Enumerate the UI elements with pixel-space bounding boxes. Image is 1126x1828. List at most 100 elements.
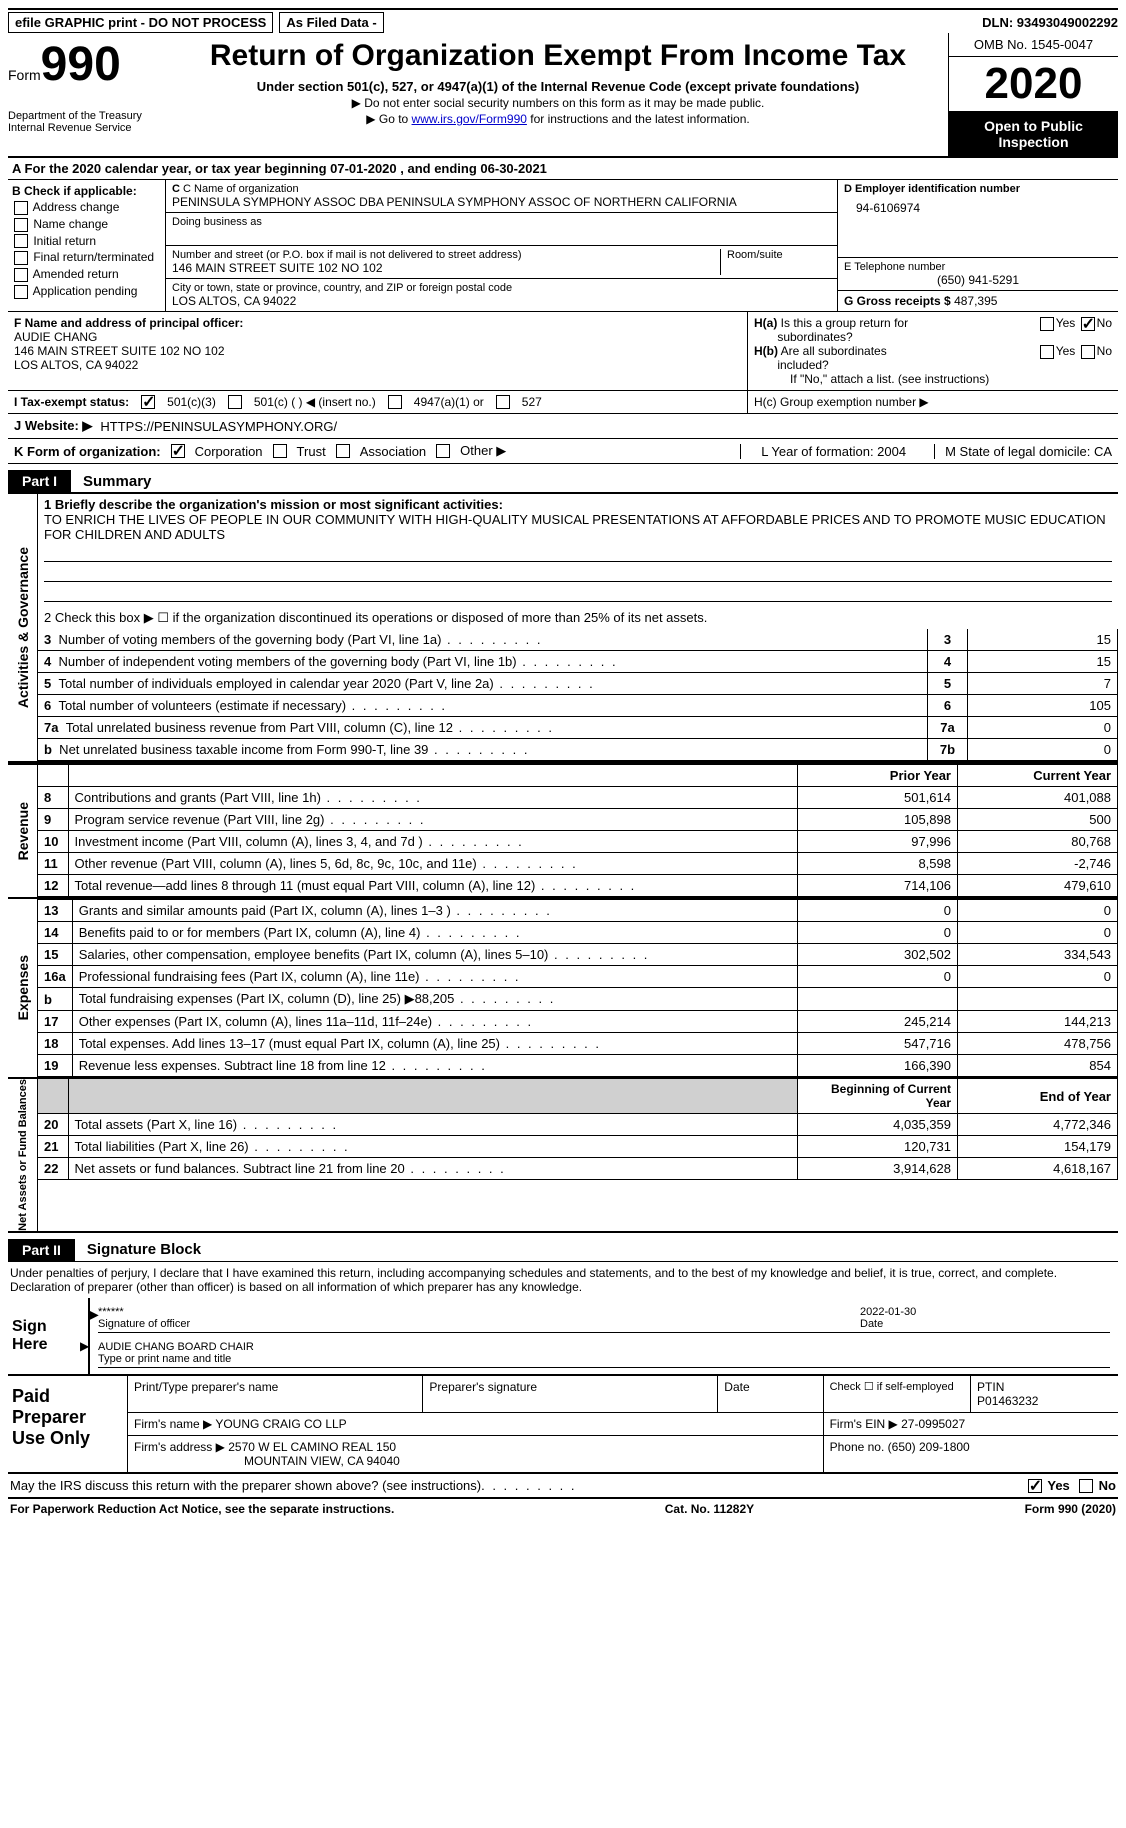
- section-bcd: B Check if applicable: Address change Na…: [8, 180, 1118, 312]
- irs-link[interactable]: www.irs.gov/Form990: [412, 112, 527, 126]
- row-i: I Tax-exempt status: 501(c)(3) 501(c) ( …: [8, 391, 1118, 414]
- officer-name: AUDIE CHANG: [14, 330, 741, 344]
- ck-other[interactable]: [436, 444, 450, 458]
- year-formation: L Year of formation: 2004: [740, 444, 926, 459]
- part-ii-title: Signature Block: [75, 1241, 201, 1258]
- sign-here-label: Sign Here: [8, 1298, 88, 1374]
- gross-receipts-cell: G Gross receipts $ 487,395: [838, 291, 1118, 311]
- revenue-block: Revenue Prior YearCurrent Year 8Contribu…: [8, 763, 1118, 897]
- sig-stars: ******: [98, 1306, 124, 1318]
- principal-officer: F Name and address of principal officer:…: [8, 312, 748, 390]
- vtab-activities: Activities & Governance: [8, 494, 38, 761]
- header-left: Form990 Department of the Treasury Inter…: [8, 33, 168, 156]
- expenses-block: Expenses 13Grants and similar amounts pa…: [8, 897, 1118, 1077]
- top-bar: efile GRAPHIC print - DO NOT PROCESS As …: [8, 8, 1118, 33]
- form-number: 990: [41, 38, 121, 91]
- city-cell: City or town, state or province, country…: [166, 279, 837, 311]
- part-i-header: Part I Summary: [8, 470, 1118, 492]
- table-row: 12Total revenue—add lines 8 through 11 (…: [38, 875, 1118, 897]
- part-ii-header: Part II Signature Block: [8, 1239, 1118, 1261]
- vtab-expenses: Expenses: [8, 899, 38, 1077]
- org-name-cell: C C Name of organization PENINSULA SYMPH…: [166, 180, 837, 213]
- tax-year: 2020: [949, 57, 1118, 112]
- line-1-mission: 1 Briefly describe the organization's mi…: [38, 494, 1118, 607]
- header-center: Return of Organization Exempt From Incom…: [168, 33, 948, 156]
- paid-preparer-label: Paid Preparer Use Only: [8, 1376, 128, 1472]
- form-header: Form990 Department of the Treasury Inter…: [8, 33, 1118, 158]
- ha-yes[interactable]: [1040, 317, 1054, 331]
- table-row: 13Grants and similar amounts paid (Part …: [38, 900, 1118, 922]
- activities-governance-block: Activities & Governance 1 Briefly descri…: [8, 492, 1118, 763]
- table-row: 17Other expenses (Part IX, column (A), l…: [38, 1011, 1118, 1033]
- ck-527[interactable]: [496, 395, 510, 409]
- ck-trust[interactable]: [273, 444, 287, 458]
- ck-name-change[interactable]: Name change: [12, 217, 161, 232]
- governance-table: 3 Number of voting members of the govern…: [38, 629, 1118, 761]
- table-row: 9Program service revenue (Part VIII, lin…: [38, 809, 1118, 831]
- ck-address-change[interactable]: Address change: [12, 200, 161, 215]
- form-title: Return of Organization Exempt From Incom…: [176, 39, 940, 73]
- street-address: 146 MAIN STREET SUITE 102 NO 102: [172, 261, 714, 275]
- ck-initial-return[interactable]: Initial return: [12, 234, 161, 249]
- telephone-value: (650) 941-5291: [844, 273, 1112, 287]
- address-cell: Number and street (or P.O. box if mail i…: [166, 246, 837, 279]
- table-row: 20Total assets (Part X, line 16)4,035,35…: [38, 1114, 1118, 1136]
- firm-addr-cell: Firm's address ▶ 2570 W EL CAMINO REAL 1…: [128, 1435, 823, 1472]
- officer-print-name: AUDIE CHANG BOARD CHAIR: [98, 1341, 254, 1353]
- discuss-yes[interactable]: [1028, 1479, 1042, 1493]
- col-b-header: B Check if applicable:: [12, 184, 161, 198]
- table-row: 11Other revenue (Part VIII, column (A), …: [38, 853, 1118, 875]
- table-row: 10Investment income (Part VIII, column (…: [38, 831, 1118, 853]
- discuss-no[interactable]: [1079, 1479, 1093, 1493]
- prep-sig-lbl: Preparer's signature: [423, 1376, 718, 1413]
- hb-yes[interactable]: [1040, 345, 1054, 359]
- ck-final-return[interactable]: Final return/terminated: [12, 250, 161, 265]
- prep-date-lbl: Date: [718, 1376, 823, 1413]
- mission-text: TO ENRICH THE LIVES OF PEOPLE IN OUR COM…: [44, 512, 1106, 542]
- state-domicile: M State of legal domicile: CA: [934, 444, 1112, 459]
- firm-ein-cell: Firm's EIN ▶ 27-0995027: [823, 1412, 1118, 1435]
- signature-fields: ******Signature of officer 2022-01-30Dat…: [88, 1298, 1118, 1374]
- officer-addr1: 146 MAIN STREET SUITE 102 NO 102: [14, 344, 741, 358]
- table-row: 15Salaries, other compensation, employee…: [38, 944, 1118, 966]
- line-2-checkbox: 2 Check this box ▶ ☐ if the organization…: [38, 607, 1118, 629]
- table-row: 22Net assets or fund balances. Subtract …: [38, 1158, 1118, 1180]
- prep-name-lbl: Print/Type preparer's name: [128, 1376, 423, 1413]
- ck-501c[interactable]: [228, 395, 242, 409]
- perjury-statement: Under penalties of perjury, I declare th…: [8, 1262, 1118, 1298]
- form-subtitle-2: ▶ Do not enter social security numbers o…: [176, 96, 940, 110]
- col-b-checkboxes: B Check if applicable: Address change Na…: [8, 180, 166, 311]
- firm-phone-cell: Phone no. (650) 209-1800: [823, 1435, 1118, 1472]
- table-row: 4 Number of independent voting members o…: [38, 651, 1118, 673]
- ha-no[interactable]: [1081, 317, 1095, 331]
- ck-amended-return[interactable]: Amended return: [12, 267, 161, 282]
- dba-cell: Doing business as: [166, 213, 837, 246]
- ck-application-pending[interactable]: Application pending: [12, 284, 161, 299]
- ck-association[interactable]: [336, 444, 350, 458]
- table-row: bTotal fundraising expenses (Part IX, co…: [38, 988, 1118, 1011]
- row-j-website: J Website: ▶ HTTPS://PENINSULASYMPHONY.O…: [8, 414, 1118, 439]
- preparer-table: Print/Type preparer's name Preparer's si…: [128, 1376, 1118, 1472]
- hc-group-exemption: H(c) Group exemption number ▶: [748, 391, 1118, 413]
- ck-4947[interactable]: [388, 395, 402, 409]
- ein-cell: D Employer identification number 94-6106…: [838, 180, 1118, 258]
- ck-corporation[interactable]: [171, 444, 185, 458]
- hb-note: If "No," attach a list. (see instruction…: [754, 372, 1112, 386]
- city-state-zip: LOS ALTOS, CA 94022: [172, 294, 831, 308]
- row-a-tax-year: A For the 2020 calendar year, or tax yea…: [8, 158, 1118, 180]
- part-ii-label: Part II: [8, 1239, 75, 1261]
- vtab-revenue: Revenue: [8, 765, 38, 897]
- ck-501c3[interactable]: [141, 395, 155, 409]
- form-ref: Form 990 (2020): [1025, 1502, 1116, 1516]
- dept-label: Department of the Treasury Internal Reve…: [8, 110, 162, 134]
- part-i-label: Part I: [8, 470, 71, 492]
- table-row: b Net unrelated business taxable income …: [38, 739, 1118, 761]
- discuss-with-preparer: May the IRS discuss this return with the…: [8, 1474, 1118, 1500]
- sig-date: 2022-01-30: [860, 1306, 916, 1318]
- omb-number: OMB No. 1545-0047: [949, 33, 1118, 57]
- form-subtitle-1: Under section 501(c), 527, or 4947(a)(1)…: [176, 79, 940, 94]
- hb-no[interactable]: [1081, 345, 1095, 359]
- table-row: 6 Total number of volunteers (estimate i…: [38, 695, 1118, 717]
- cat-no: Cat. No. 11282Y: [665, 1502, 754, 1516]
- netassets-block: Net Assets or Fund Balances Beginning of…: [8, 1077, 1118, 1233]
